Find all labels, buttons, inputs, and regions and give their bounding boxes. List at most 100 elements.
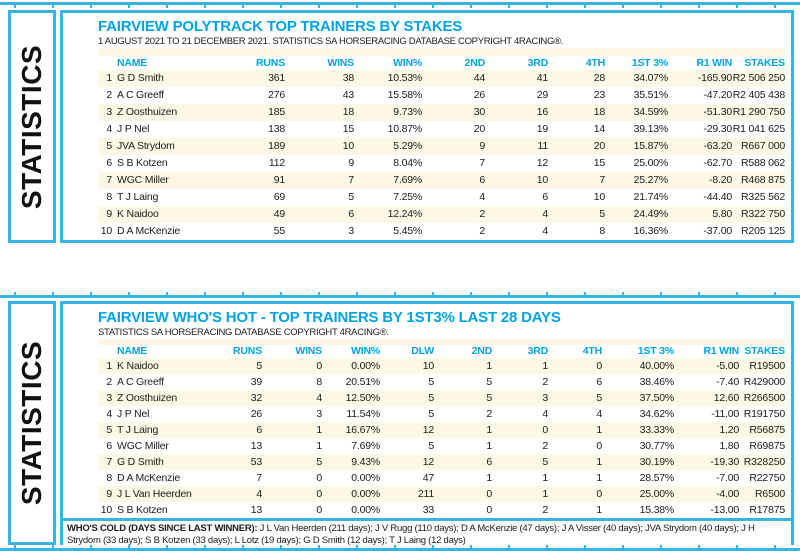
cell-2nd: 2 bbox=[479, 225, 485, 237]
table2-spacer-strip bbox=[98, 339, 785, 345]
cell-winpct: 0.00% bbox=[351, 504, 380, 516]
cell-dlw: 5 bbox=[428, 392, 434, 404]
cell-runs: 112 bbox=[268, 157, 285, 169]
table1-title: FAIRVIEW POLYTRACK TOP TRAINERS BY STAKE… bbox=[98, 18, 463, 35]
cell-trainer-name: Z Oosthuizen bbox=[117, 106, 178, 118]
cell-4th: 4 bbox=[596, 408, 602, 420]
cell-1st3pct: 34.59% bbox=[633, 106, 669, 118]
cell-wins: 8 bbox=[316, 376, 322, 388]
header-3rd: 3RD bbox=[527, 57, 549, 69]
cell-runs: 138 bbox=[268, 123, 285, 135]
cell-wins: 18 bbox=[342, 106, 354, 118]
cell-runs: 69 bbox=[273, 191, 285, 203]
cell-4th: 0 bbox=[596, 360, 602, 372]
table1-rows: 1 G D Smith 361 38 10.53% 44 41 28 34.07… bbox=[98, 70, 785, 240]
cell-wins: 1 bbox=[316, 424, 322, 436]
cell-rank: 2 bbox=[106, 376, 112, 388]
cell-rank: 9 bbox=[106, 488, 112, 500]
cell-winpct: 0.00% bbox=[351, 360, 380, 372]
cell-rank: 7 bbox=[106, 456, 112, 468]
cell-4th: 10 bbox=[593, 191, 605, 203]
table-row: 3 Z Oosthuizen 32 4 12.50% 5 5 3 5 37.50… bbox=[98, 390, 785, 406]
header-2nd: 2ND bbox=[471, 345, 493, 357]
cell-stakes: R2 405 438 bbox=[732, 89, 785, 101]
header-r1win: R1 WIN bbox=[703, 345, 739, 357]
table2-header-row: NAME RUNS WINS WIN% DLW 2ND 3RD 4TH 1ST … bbox=[98, 345, 785, 358]
top-rule bbox=[0, 2, 800, 8]
cell-1st3pct: 35.51% bbox=[633, 89, 669, 101]
mid-rule bbox=[0, 292, 800, 298]
cell-stakes: R6500 bbox=[755, 488, 785, 500]
table-row: 4 J P Nel 26 3 11.54% 5 2 4 4 34.62% -11… bbox=[98, 406, 785, 422]
header-winpct: WIN% bbox=[393, 57, 422, 69]
cell-r1win: -13.00 bbox=[710, 504, 739, 516]
cell-2nd: 1 bbox=[486, 424, 492, 436]
cell-trainer-name: K Naidoo bbox=[117, 360, 159, 372]
cell-rank: 1 bbox=[106, 72, 112, 84]
cell-4th: 15 bbox=[593, 157, 605, 169]
header-rank-spacer bbox=[98, 345, 112, 358]
cell-runs: 32 bbox=[250, 392, 262, 404]
table-row: 9 J L Van Heerden 4 0 0.00% 211 0 1 0 25… bbox=[98, 486, 785, 502]
cell-4th: 0 bbox=[596, 440, 602, 452]
cell-r1win: 1.80 bbox=[719, 440, 739, 452]
cell-3rd: 29 bbox=[536, 89, 548, 101]
cell-2nd: 0 bbox=[486, 504, 492, 516]
header-wins: WINS bbox=[327, 57, 354, 69]
cell-runs: 276 bbox=[268, 89, 285, 101]
cell-2nd: 2 bbox=[479, 208, 485, 220]
header-runs: RUNS bbox=[256, 57, 285, 69]
table-row: 1 G D Smith 361 38 10.53% 44 41 28 34.07… bbox=[98, 70, 785, 87]
table-row: 6 WGC Miller 13 1 7.69% 5 1 2 0 30.77% 1… bbox=[98, 438, 785, 454]
cell-trainer-name: G D Smith bbox=[117, 456, 164, 468]
cell-trainer-name: D A McKenzie bbox=[117, 472, 180, 484]
cell-wins: 7 bbox=[348, 174, 354, 186]
cell-rank: 8 bbox=[106, 191, 112, 203]
cell-trainer-name: A C Greeff bbox=[117, 376, 164, 388]
header-stakes: STAKES bbox=[744, 57, 785, 69]
cell-r1win: -5.00 bbox=[716, 360, 739, 372]
cell-4th: 20 bbox=[593, 140, 605, 152]
cell-dlw: 5 bbox=[428, 408, 434, 420]
cell-2nd: 6 bbox=[479, 174, 485, 186]
cell-stakes: R322 750 bbox=[741, 208, 785, 220]
cell-trainer-name: G D Smith bbox=[117, 72, 164, 84]
table2-title: FAIRVIEW WHO'S HOT - TOP TRAINERS BY 1ST… bbox=[98, 309, 561, 326]
cell-r1win: -51.30 bbox=[703, 106, 732, 118]
cell-dlw: 5 bbox=[428, 376, 434, 388]
cell-stakes: R667 000 bbox=[741, 140, 785, 152]
cell-2nd: 26 bbox=[473, 89, 485, 101]
table-row: 3 Z Oosthuizen 185 18 9.73% 30 16 18 34.… bbox=[98, 104, 785, 121]
cell-trainer-name: WGC Miller bbox=[117, 174, 169, 186]
cell-1st3pct: 33.33% bbox=[639, 424, 675, 436]
cell-3rd: 2 bbox=[542, 376, 548, 388]
cell-stakes: R588 062 bbox=[741, 157, 785, 169]
header-r1win: R1 WIN bbox=[696, 57, 732, 69]
cell-rank: 10 bbox=[100, 504, 112, 516]
cell-wins: 6 bbox=[348, 208, 354, 220]
cell-1st3pct: 28.57% bbox=[639, 472, 675, 484]
cell-runs: 4 bbox=[256, 488, 262, 500]
table-row: 8 D A McKenzie 7 0 0.00% 47 1 1 1 28.57%… bbox=[98, 470, 785, 486]
cell-1st3pct: 40.00% bbox=[639, 360, 675, 372]
cell-rank: 5 bbox=[106, 424, 112, 436]
cell-winpct: 12.24% bbox=[387, 208, 423, 220]
cell-r1win: -8.20 bbox=[709, 174, 732, 186]
cell-2nd: 9 bbox=[479, 140, 485, 152]
cell-trainer-name: J P Nel bbox=[117, 408, 150, 420]
header-1st3pct: 1ST 3% bbox=[631, 57, 668, 69]
cell-1st3pct: 15.38% bbox=[639, 504, 675, 516]
cell-3rd: 4 bbox=[542, 408, 548, 420]
cell-winpct: 9.73% bbox=[393, 106, 422, 118]
cell-4th: 1 bbox=[596, 504, 602, 516]
cell-winpct: 12.50% bbox=[345, 392, 381, 404]
cell-stakes: R1 041 625 bbox=[732, 123, 785, 135]
header-winpct: WIN% bbox=[351, 345, 380, 357]
cell-4th: 7 bbox=[599, 174, 605, 186]
cell-4th: 28 bbox=[593, 72, 605, 84]
cell-3rd: 4 bbox=[542, 208, 548, 220]
cell-3rd: 0 bbox=[542, 424, 548, 436]
cell-runs: 13 bbox=[250, 504, 262, 516]
cell-wins: 10 bbox=[342, 140, 354, 152]
cell-stakes: R69875 bbox=[749, 440, 785, 452]
